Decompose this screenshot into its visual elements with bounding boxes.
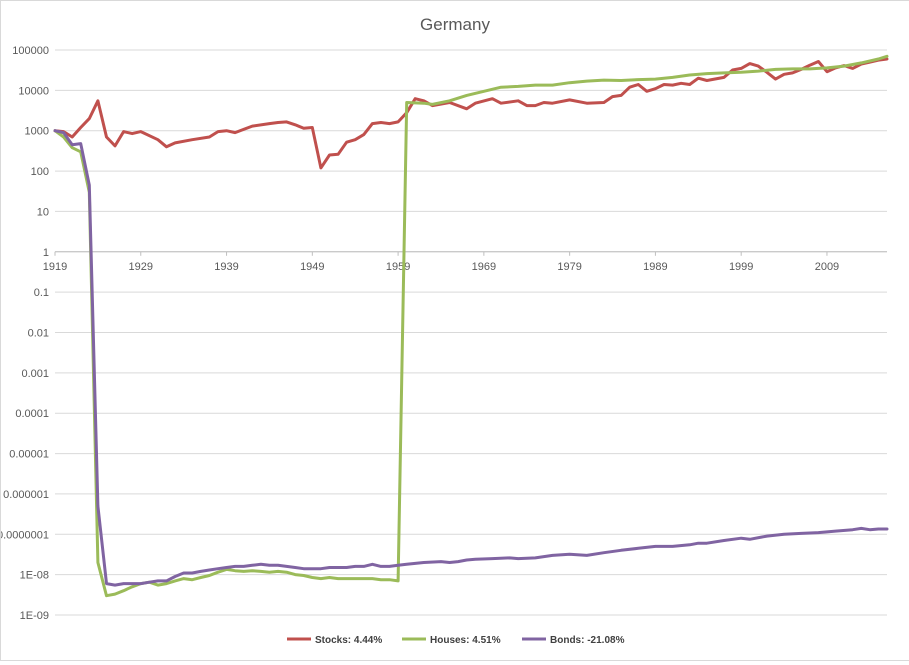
x-tick-label: 1959	[386, 261, 410, 273]
y-tick-label: 0.001	[21, 368, 49, 380]
legend-label-houses: Houses: 4.51%	[430, 635, 501, 646]
y-tick-label: 100	[31, 166, 49, 178]
y-tick-label: 1E-08	[20, 570, 49, 582]
y-tick-label: 0.01	[28, 328, 49, 340]
y-tick-label: 0.000001	[3, 489, 49, 501]
chart-title: Germany	[420, 15, 490, 34]
series-line-houses	[53, 54, 889, 598]
legend-label-stocks: Stocks: 4.44%	[315, 635, 382, 646]
y-tick-label: 0.1	[34, 287, 49, 299]
x-tick-label: 1989	[643, 261, 667, 273]
legend: Stocks: 4.44% Houses: 4.51% Bonds: -21.08%	[287, 635, 625, 646]
x-axis: 1919 1929 1939 1949 1959 1969 1979 1989 1999 2009	[43, 251, 887, 273]
x-tick-label: 1969	[472, 261, 496, 273]
y-tick-label: 10000	[18, 85, 49, 97]
y-tick-label: 0.0000001	[1, 529, 49, 541]
series-line-stocks	[53, 57, 889, 170]
y-axis: 100000 10000 1000 100 10 1 0.1 0.01 0.001 0.0001 0…	[0, 45, 49, 622]
y-tick-label: 1000	[25, 126, 49, 138]
x-tick-label: 2009	[815, 261, 839, 273]
x-tick-label: 1929	[129, 261, 153, 273]
x-tick-label: 1919	[43, 261, 67, 273]
gridlines	[55, 49, 887, 616]
series-lines	[53, 54, 889, 598]
x-tick-label: 1949	[300, 261, 324, 273]
x-tick-label: 1999	[729, 261, 753, 273]
series-line-bonds	[53, 129, 889, 587]
y-tick-label: 100000	[12, 45, 49, 57]
y-tick-label: 0.00001	[9, 449, 49, 461]
y-tick-label: 1	[43, 247, 49, 259]
y-tick-label: 10	[37, 206, 49, 218]
x-tick-label: 1979	[557, 261, 581, 273]
y-tick-label: 1E-09	[20, 610, 49, 622]
legend-label-bonds: Bonds: -21.08%	[550, 635, 625, 646]
x-tick-label: 1939	[214, 261, 238, 273]
y-tick-label: 0.0001	[15, 408, 49, 420]
